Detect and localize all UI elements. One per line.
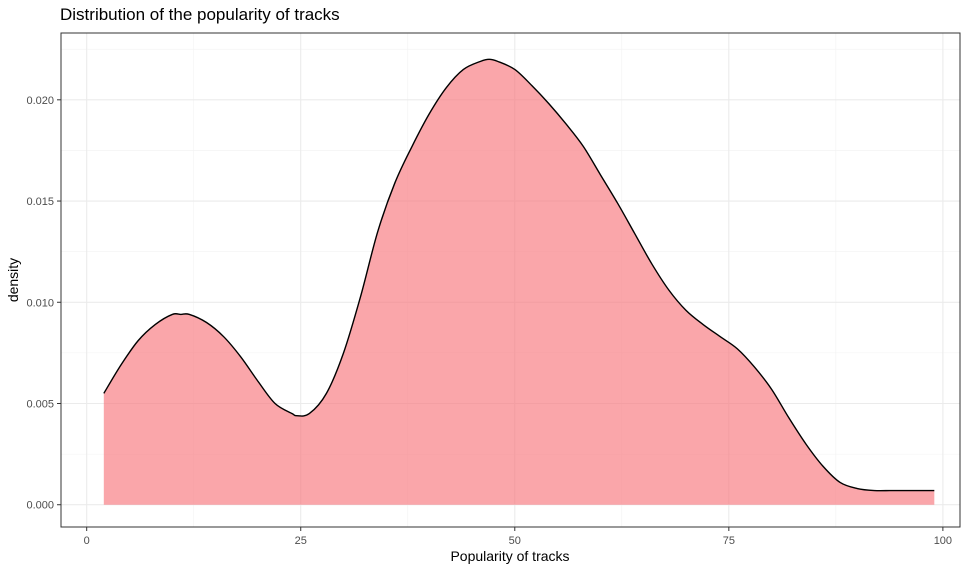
x-axis-title: Popularity of tracks: [450, 548, 569, 564]
density-line: [103, 58, 935, 492]
y-tick-label: 0.020: [26, 95, 54, 107]
y-axis: 0.000 0.005 0.010 0.015 0.020: [26, 95, 61, 512]
y-tick-label: 0.005: [26, 399, 54, 411]
y-axis-title: density: [5, 258, 21, 302]
density-area: [103, 59, 935, 505]
y-tick-label: 0.000: [26, 500, 54, 512]
x-tick-label: 100: [934, 535, 952, 547]
x-tick-label: 50: [509, 535, 521, 547]
y-tick-label: 0.010: [26, 297, 54, 309]
x-tick-label: 25: [295, 535, 307, 547]
x-axis: 0 25 50 75 100: [84, 527, 952, 547]
chart-title: Distribution of the popularity of tracks: [60, 5, 340, 24]
y-tick-label: 0.015: [26, 196, 54, 208]
x-tick-label: 0: [84, 535, 90, 547]
plot-panel-border: [60, 32, 961, 528]
x-tick-label: 75: [723, 535, 735, 547]
